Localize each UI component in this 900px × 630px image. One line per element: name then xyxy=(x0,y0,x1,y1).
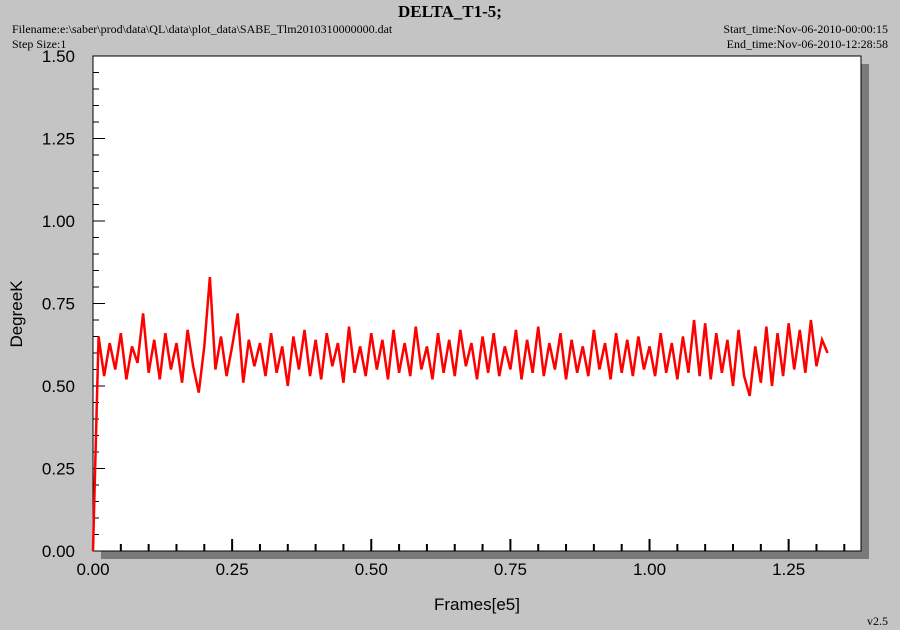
plot-area xyxy=(92,55,862,552)
x-axis-label: Frames[e5] xyxy=(434,595,520,614)
x-tick-label: 0.75 xyxy=(494,560,527,579)
data-line xyxy=(91,276,829,552)
y-tick-label: 1.00 xyxy=(42,212,75,231)
y-axis-label: DegreeK xyxy=(7,280,26,348)
x-tick-label: 0.00 xyxy=(76,560,109,579)
y-tick-label: 1.25 xyxy=(42,130,75,149)
start-time: Start_time:Nov-06-2010-00:00:15 xyxy=(723,22,888,36)
y-tick-label: 0.75 xyxy=(42,295,75,314)
filename: Filename:e:\saber\prod\data\QL\data\plot… xyxy=(12,22,393,36)
x-tick-label: 0.25 xyxy=(216,560,249,579)
x-tick-label: 1.25 xyxy=(772,560,805,579)
x-tick-label: 1.00 xyxy=(633,560,666,579)
y-tick-label: 1.50 xyxy=(42,47,75,66)
y-tick-label: 0.00 xyxy=(42,542,75,561)
end-time: End_time:Nov-06-2010-12:28:58 xyxy=(727,37,888,51)
y-tick-label: 0.25 xyxy=(42,460,75,479)
version: v2.5 xyxy=(867,614,888,628)
y-tick-label: 0.50 xyxy=(42,377,75,396)
x-tick-label: 0.50 xyxy=(355,560,388,579)
chart-title: DELTA_T1-5; xyxy=(398,2,502,21)
step-size: Step Size:1 xyxy=(12,37,66,51)
